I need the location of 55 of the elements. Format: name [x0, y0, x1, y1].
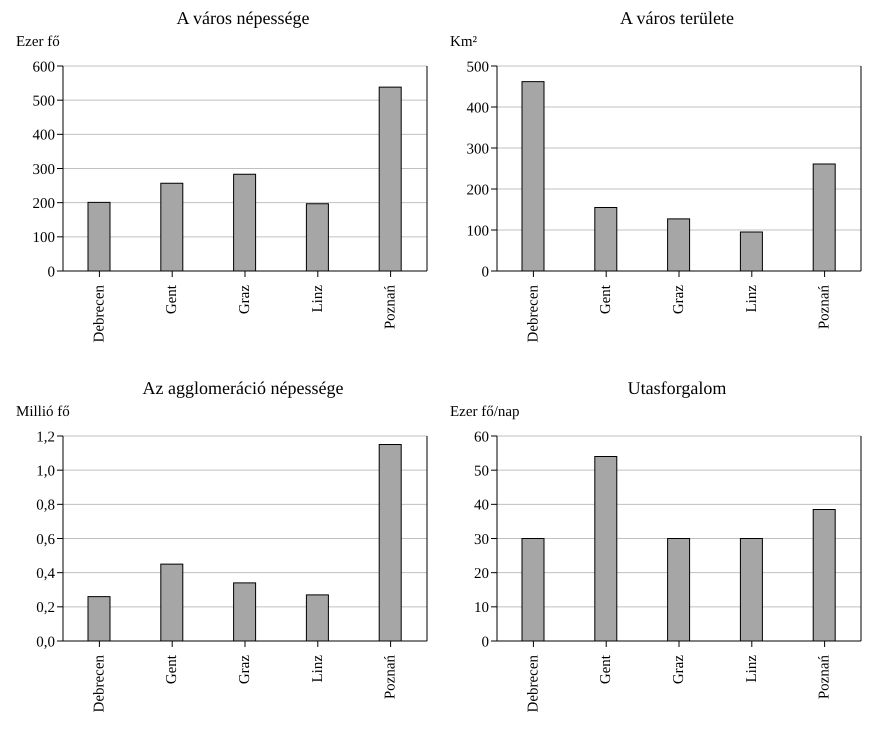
y-tick-label: 1,0 — [36, 463, 55, 480]
y-tick-label: 300 — [32, 162, 55, 178]
x-tick-label: Debrecen — [91, 284, 108, 342]
y-tick-label: 200 — [466, 182, 489, 198]
x-tick-label: Poznań — [816, 654, 833, 700]
x-tick-label: Gent — [598, 654, 614, 684]
y-tick-label: 500 — [466, 59, 489, 76]
chart-title: A város népessége — [176, 8, 310, 29]
x-tick-label: Poznań — [382, 284, 399, 330]
y-tick-label: 1,2 — [36, 429, 55, 446]
y-tick-label: 0,6 — [36, 532, 56, 548]
y-tick-label: 600 — [32, 59, 55, 76]
y-tick-label: 30 — [474, 532, 489, 548]
y-tick-label: 0 — [482, 634, 489, 650]
x-tick-label: Gent — [164, 284, 180, 314]
y-axis-title: Ezer fő/nap — [450, 404, 520, 421]
x-tick-label: Graz — [237, 654, 253, 684]
x-tick-label: Linz — [310, 654, 326, 682]
y-tick-label: 50 — [474, 463, 489, 480]
y-axis-title: Millió fő — [16, 404, 70, 421]
x-tick-label: Debrecen — [525, 654, 542, 712]
y-tick-label: 0 — [482, 264, 489, 280]
y-axis-title: Km² — [450, 34, 477, 51]
x-tick-label: Gent — [164, 654, 180, 684]
y-tick-label: 500 — [32, 93, 55, 110]
y-tick-label: 20 — [474, 566, 489, 582]
y-tick-label: 40 — [474, 498, 489, 514]
y-tick-label: 0,0 — [36, 634, 55, 650]
x-tick-label: Debrecen — [525, 284, 542, 342]
x-tick-label: Graz — [671, 284, 687, 314]
y-tick-label: 0,4 — [36, 566, 56, 582]
y-tick-label: 10 — [474, 600, 489, 616]
y-tick-label: 100 — [32, 230, 55, 246]
y-tick-label: 300 — [466, 141, 489, 158]
x-tick-label: Graz — [237, 284, 253, 314]
y-tick-label: 400 — [32, 128, 55, 144]
x-tick-label: Gent — [598, 284, 614, 314]
chart-title: Utasforgalom — [626, 378, 728, 399]
x-tick-label: Graz — [671, 654, 687, 684]
x-tick-label: Linz — [744, 284, 760, 312]
x-tick-label: Debrecen — [91, 654, 108, 712]
chart-title: A város területe — [619, 8, 735, 29]
y-tick-label: 0,8 — [36, 498, 55, 514]
x-tick-label: Poznań — [816, 284, 833, 330]
y-axis-title: Ezer fő — [16, 34, 60, 51]
x-tick-label: Linz — [310, 284, 326, 312]
y-tick-label: 60 — [474, 429, 489, 446]
chart-title: Az agglomeráció népessége — [142, 378, 344, 399]
x-tick-label: Linz — [744, 654, 760, 682]
y-tick-label: 0,2 — [36, 600, 55, 616]
y-tick-label: 100 — [466, 223, 489, 240]
y-tick-label: 400 — [466, 100, 489, 116]
x-tick-label: Poznań — [382, 654, 399, 700]
y-tick-label: 0 — [48, 264, 55, 280]
y-tick-label: 200 — [32, 196, 55, 212]
